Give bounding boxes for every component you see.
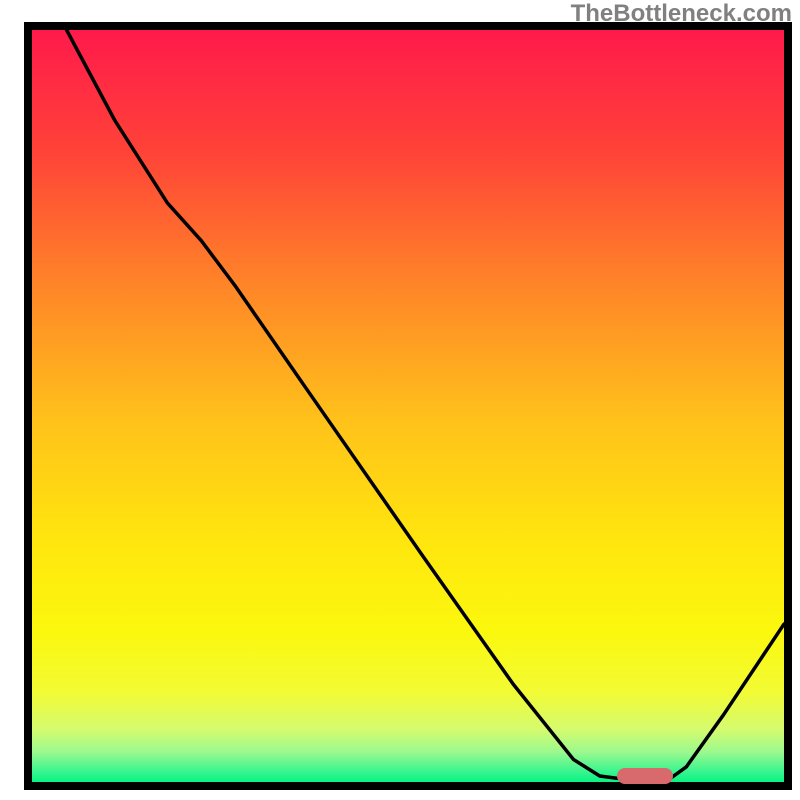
chart-plot-area xyxy=(24,22,792,790)
chart-curve-layer xyxy=(32,30,784,782)
bottleneck-curve xyxy=(67,30,784,781)
optimal-zone-marker xyxy=(617,768,673,784)
